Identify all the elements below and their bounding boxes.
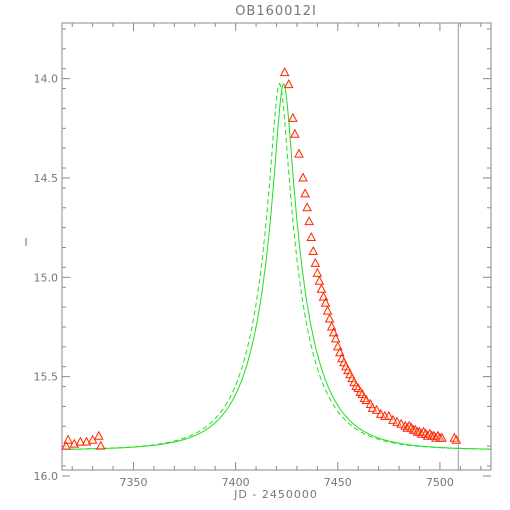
x-tick-label: 7400 bbox=[222, 476, 250, 489]
data-point bbox=[324, 313, 335, 323]
data-point bbox=[93, 430, 104, 440]
data-point bbox=[316, 283, 327, 293]
y-tick-label: 16.0 bbox=[34, 470, 59, 483]
model-curve-solid bbox=[61, 82, 491, 450]
y-axis-label: I bbox=[24, 236, 27, 249]
data-point bbox=[371, 404, 382, 414]
data-point bbox=[290, 128, 300, 138]
data-point bbox=[312, 267, 323, 277]
data-point bbox=[298, 172, 308, 182]
data-point bbox=[308, 245, 319, 255]
axis-ticks bbox=[62, 23, 491, 477]
data-point bbox=[302, 202, 312, 212]
data-point bbox=[283, 79, 294, 89]
y-tick-labels: 14.0 14.5 15.0 15.5 16.0 bbox=[34, 73, 59, 483]
model-curve-dashed bbox=[62, 82, 491, 450]
data-point bbox=[314, 275, 325, 285]
y-tick-label: 15.5 bbox=[34, 371, 59, 384]
data-point bbox=[404, 420, 415, 430]
data-point bbox=[359, 392, 370, 402]
data-point bbox=[279, 67, 290, 77]
data-point bbox=[449, 432, 460, 442]
data-point bbox=[63, 434, 73, 444]
data-point bbox=[437, 432, 447, 442]
x-tick-label: 7500 bbox=[426, 476, 454, 489]
data-point bbox=[288, 112, 298, 122]
x-tick-label: 7350 bbox=[120, 476, 148, 489]
data-point bbox=[306, 231, 317, 242]
data-point bbox=[304, 216, 315, 226]
data-point bbox=[355, 386, 366, 397]
model-curves bbox=[61, 82, 491, 450]
data-point bbox=[61, 440, 71, 450]
x-tick-label: 7450 bbox=[324, 476, 352, 489]
data-point bbox=[310, 257, 321, 267]
data-point bbox=[330, 333, 341, 343]
y-tick-label: 14.0 bbox=[34, 73, 59, 86]
data-point bbox=[95, 440, 106, 450]
y-tick-label: 15.0 bbox=[34, 271, 59, 284]
data-point bbox=[322, 305, 333, 315]
plot-frame bbox=[61, 22, 492, 471]
data-point bbox=[361, 394, 372, 404]
data-point bbox=[418, 426, 429, 436]
chart-title: OB160012I bbox=[235, 4, 317, 19]
data-point bbox=[351, 380, 362, 391]
data-point bbox=[294, 148, 304, 158]
data-point bbox=[384, 410, 394, 420]
x-axis-label: JD - 2450000 bbox=[233, 488, 318, 501]
data-point bbox=[451, 434, 462, 444]
data-point bbox=[300, 188, 310, 198]
y-tick-label: 14.5 bbox=[34, 172, 59, 185]
x-tick-labels: 7350 7400 7450 7500 bbox=[120, 476, 454, 489]
data-points bbox=[61, 67, 462, 450]
data-point bbox=[75, 436, 86, 446]
data-point bbox=[320, 297, 331, 307]
